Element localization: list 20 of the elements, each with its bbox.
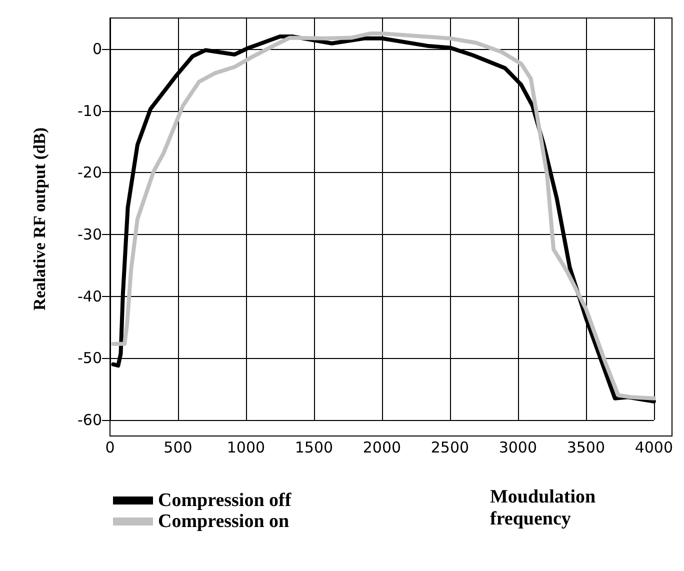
y-tick-label: 0	[92, 40, 102, 58]
y-axis-title: Realative RF output (dB)	[30, 127, 49, 311]
x-axis-title: Moudulation frequency	[490, 486, 596, 530]
x-tick-label: 2000	[362, 438, 402, 456]
x-tick-label: 3000	[498, 438, 538, 456]
x-tick-label: 0	[105, 438, 115, 456]
y-tick-label: -40	[78, 287, 102, 306]
x-tick-label: 4000	[634, 438, 674, 456]
y-tick-label: -50	[78, 349, 102, 368]
legend-label: Compression off	[158, 490, 292, 511]
y-tick-label: -60	[78, 411, 102, 429]
x-tick-label: 1000	[226, 438, 266, 456]
y-tick-label: -20	[78, 164, 102, 182]
legend-label: Compression on	[158, 511, 290, 532]
x-tick-label: 2500	[430, 438, 470, 456]
x-tick-label: 500	[164, 438, 192, 456]
x-tick-label: 1500	[294, 438, 334, 456]
x-tick-label: 3500	[566, 438, 606, 456]
y-tick-label: -10	[78, 102, 102, 120]
y-tick-label: -30	[78, 225, 102, 244]
